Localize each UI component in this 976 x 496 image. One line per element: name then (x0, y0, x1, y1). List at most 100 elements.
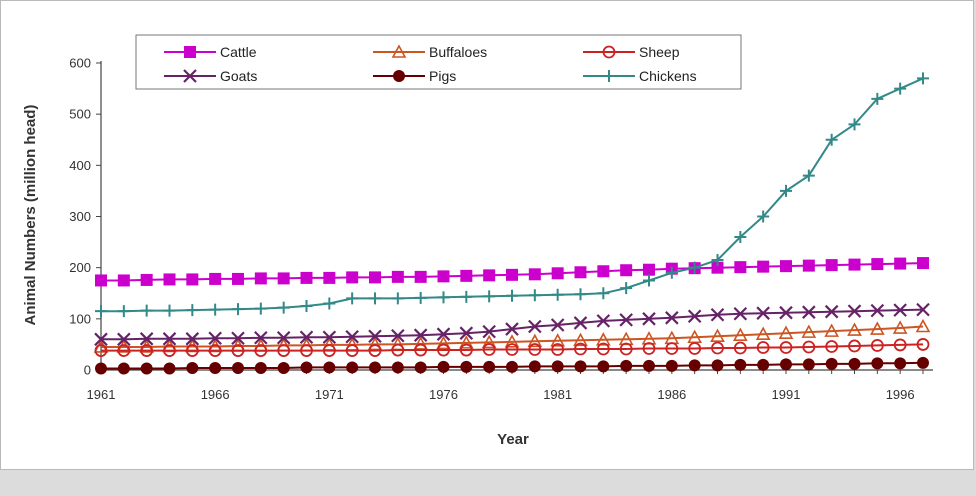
data-point-goats (665, 311, 679, 325)
data-point-sheep (391, 343, 405, 357)
data-point-sheep (665, 342, 679, 355)
data-point-pigs (757, 358, 770, 371)
data-point-goats (756, 306, 770, 320)
data-point-pigs (528, 360, 541, 373)
legend-item-pigs: Pigs (373, 68, 456, 84)
data-point-chickens (665, 266, 678, 279)
data-point-buffaloes (892, 320, 908, 334)
data-point-goats (824, 304, 839, 319)
data-point-goats (779, 305, 793, 320)
data-point-goats (345, 329, 359, 344)
data-point-chickens (734, 230, 747, 243)
data-point-cattle (163, 273, 176, 286)
data-point-goats (619, 313, 633, 327)
legend-marker-chickens (603, 70, 615, 82)
data-point-chickens (163, 304, 176, 317)
data-point-buffaloes (824, 323, 840, 337)
line-chart: Cattle Buffaloes Sheep Goats Pigs Chickens 0 1… (22, 34, 933, 448)
data-point-pigs (688, 359, 701, 372)
x-tick-label: 1981 (543, 387, 572, 402)
data-point-buffaloes (778, 325, 794, 339)
y-tick-label: 0 (84, 363, 91, 378)
data-point-buffaloes (436, 335, 451, 350)
data-point-sheep (322, 344, 336, 357)
data-point-pigs (346, 361, 359, 374)
legend-label: Pigs (429, 68, 456, 84)
data-point-pigs (871, 357, 884, 370)
data-point-goats (322, 330, 337, 345)
data-point-cattle (757, 260, 770, 273)
data-point-cattle (871, 258, 884, 271)
data-point-pigs (574, 360, 587, 373)
data-point-sheep (688, 342, 702, 355)
data-point-sheep (254, 344, 268, 357)
data-point-chickens (780, 184, 792, 197)
data-point-cattle (277, 272, 290, 285)
data-point-buffaloes (367, 336, 383, 351)
data-point-cattle (551, 267, 564, 280)
data-point-buffaloes (595, 332, 611, 346)
y-tick-label: 100 (69, 311, 91, 326)
data-point-sheep (574, 342, 587, 356)
data-point-buffaloes (550, 333, 566, 347)
data-point-chickens (277, 301, 290, 314)
data-point-pigs (254, 361, 267, 374)
data-point-cattle (780, 260, 792, 273)
data-point-cattle (917, 257, 929, 270)
data-point-cattle (346, 271, 359, 284)
data-point-goats (893, 303, 907, 317)
x-axis-title: Year (497, 431, 529, 448)
data-point-goats (117, 332, 131, 347)
data-point-pigs (232, 361, 244, 374)
data-point-pigs (894, 357, 907, 370)
data-point-buffaloes (801, 324, 817, 338)
legend-item-buffaloes: Buffaloes (373, 44, 487, 60)
data-point-cattle (597, 265, 610, 278)
data-point-goats (459, 326, 474, 340)
data-point-cattle (894, 257, 907, 270)
data-point-buffaloes (481, 334, 497, 349)
legend-box (135, 34, 742, 90)
data-point-goats (550, 318, 565, 332)
data-point-cattle (232, 272, 244, 285)
data-point-goats (733, 306, 748, 321)
data-point-cattle (711, 261, 724, 274)
data-point-sheep (414, 343, 428, 357)
legend-marker-goats (183, 69, 197, 83)
data-point-sheep (893, 338, 907, 352)
data-point-pigs (277, 361, 290, 374)
data-point-goats (162, 332, 177, 346)
data-point-pigs (643, 359, 655, 372)
data-point-chickens (437, 291, 450, 304)
legend-item-sheep: Sheep (583, 44, 680, 60)
data-point-goats (687, 309, 702, 324)
series-line-buffaloes (101, 325, 924, 348)
data-point-pigs (780, 358, 792, 371)
data-point-chickens (574, 288, 587, 301)
data-point-cattle (391, 270, 404, 283)
data-point-pigs (802, 358, 815, 371)
data-point-chickens (688, 261, 701, 274)
series-buffaloes (93, 318, 931, 353)
data-point-pigs (95, 362, 107, 375)
legend-label: Chickens (639, 68, 697, 84)
legend-marker-cattle (184, 46, 196, 58)
data-point-sheep (185, 344, 199, 357)
series-pigs (95, 356, 929, 375)
y-tick-label: 600 (69, 56, 91, 71)
data-point-cattle (506, 268, 518, 281)
data-point-chickens (140, 304, 153, 317)
data-point-chickens (186, 304, 199, 317)
data-point-pigs (323, 361, 336, 374)
legend-item-chickens: Chickens (583, 68, 697, 84)
series-cattle (95, 257, 929, 287)
data-point-pigs (163, 362, 176, 375)
data-point-sheep (848, 339, 861, 353)
data-point-goats (870, 303, 885, 318)
data-point-goats (413, 328, 428, 342)
data-point-sheep (596, 342, 610, 356)
data-point-chickens (209, 303, 222, 316)
data-point-sheep (140, 344, 154, 357)
data-point-chickens (551, 288, 564, 301)
data-point-chickens (506, 289, 518, 302)
